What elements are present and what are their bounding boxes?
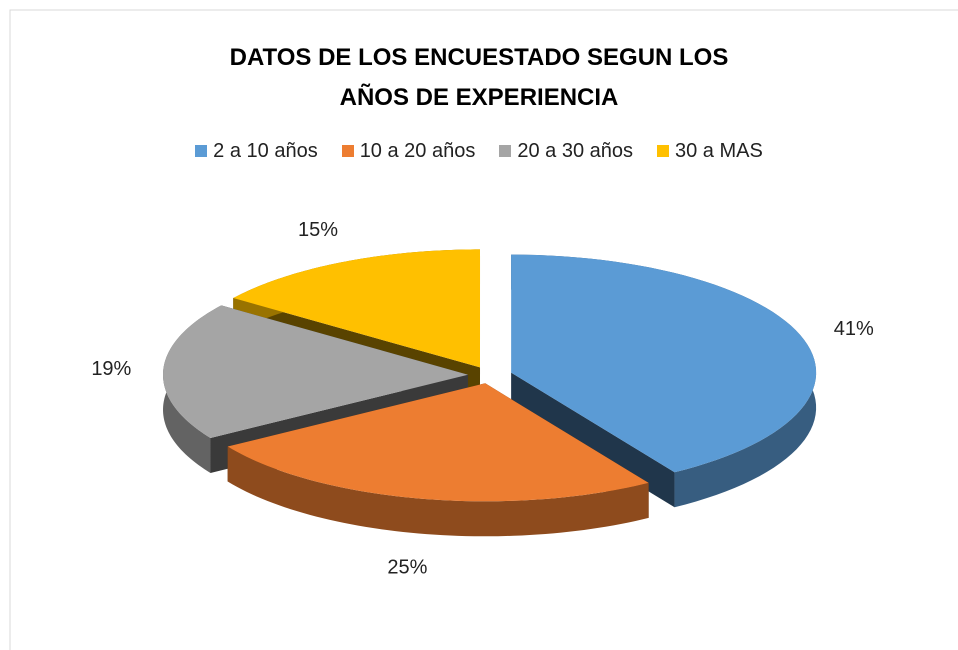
legend-item: 2 a 10 años — [195, 140, 318, 163]
legend-label: 10 a 20 años — [359, 140, 476, 162]
legend-label: 2 a 10 años — [213, 140, 318, 162]
legend: 2 a 10 años 10 a 20 años 20 a 30 años 30 a … — [0, 140, 958, 163]
slice-top — [511, 254, 817, 473]
slice-top — [163, 305, 469, 438]
slice — [511, 254, 817, 508]
data-label: 19% — [91, 358, 131, 380]
legend-item: 20 a 30 años — [499, 140, 633, 163]
chart-border — [9, 9, 958, 650]
legend-label: 30 a MAS — [675, 140, 763, 162]
slice-top — [233, 249, 481, 368]
slice-side — [227, 446, 649, 537]
data-label: 25% — [387, 556, 427, 578]
slice — [227, 383, 649, 537]
slice-wall — [511, 372, 675, 508]
data-label: 15% — [298, 219, 338, 241]
legend-label: 20 a 30 años — [517, 140, 633, 162]
chart-title: DATOS DE LOS ENCUESTADO SEGUN LOS AÑOS D… — [229, 44, 729, 111]
legend-item: 10 a 20 años — [341, 140, 476, 163]
legend-swatch — [499, 145, 512, 157]
legend-item: 30 a MAS — [657, 140, 763, 163]
legend-swatch — [657, 145, 669, 157]
legend-swatch — [341, 145, 354, 157]
data-label: 41% — [834, 318, 874, 340]
legend-swatch — [195, 145, 208, 157]
slice-top — [227, 383, 649, 502]
